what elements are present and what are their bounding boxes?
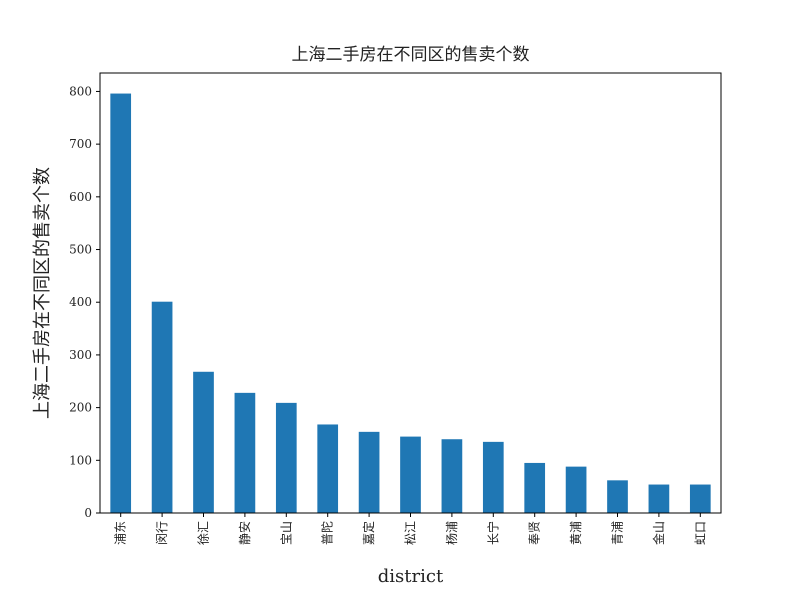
- bar-1: [110, 93, 132, 513]
- chart-title: 上海二手房在不同区的售卖个数: [292, 45, 530, 65]
- bar-12: [565, 466, 587, 513]
- bar-9: [441, 439, 463, 513]
- x-tick-label: 金山: [651, 521, 666, 545]
- bars-layer: [110, 93, 711, 513]
- y-tick-label: 800: [69, 84, 92, 98]
- bar-11: [524, 462, 546, 513]
- x-tick-label: 普陀: [320, 521, 335, 545]
- x-axis-ticks: 浦东 闵行 徐汇 静安 宝山 普陀 嘉定 松江 杨浦 长宁 奉贤 黄浦 青浦 金山 虹口: [114, 513, 707, 545]
- x-tick-label: 宝山: [279, 521, 293, 545]
- y-tick-label: 0: [84, 506, 92, 520]
- bar-2: [151, 301, 173, 513]
- bar-6: [317, 424, 339, 513]
- y-tick-label: 100: [69, 453, 92, 467]
- bar-14: [648, 484, 670, 513]
- x-tick-label: 松江: [404, 521, 418, 545]
- bar-7: [358, 431, 380, 513]
- x-tick-label: 长宁: [485, 521, 500, 545]
- x-tick-label: 奉贤: [528, 521, 542, 545]
- x-axis-title: district: [378, 566, 444, 587]
- y-tick-label: 400: [69, 295, 92, 309]
- y-axis-title: 上海二手房在不同区的售卖个数: [32, 167, 53, 419]
- y-tick-label: 200: [69, 401, 92, 415]
- x-tick-label: 黄浦: [569, 521, 583, 545]
- bar-3: [193, 371, 214, 513]
- bar-8: [400, 436, 421, 513]
- bar-15: [689, 484, 711, 513]
- y-tick-label: 600: [69, 190, 92, 204]
- bar-13: [607, 480, 628, 513]
- bar-4: [234, 392, 256, 513]
- y-axis-ticks: 0 100 200 300 400 500 600 700 800: [69, 84, 100, 520]
- y-tick-label: 700: [69, 137, 92, 151]
- x-tick-label: 静安: [237, 521, 252, 545]
- bar-5: [275, 402, 297, 513]
- x-tick-label: 徐汇: [196, 521, 211, 545]
- y-tick-label: 300: [69, 348, 92, 362]
- x-tick-label: 杨浦: [444, 521, 459, 545]
- bar-10: [482, 441, 504, 513]
- x-tick-label: 虹口: [693, 521, 707, 545]
- x-tick-label: 青浦: [611, 521, 625, 545]
- y-tick-label: 500: [69, 243, 92, 257]
- x-tick-label: 嘉定: [361, 521, 376, 545]
- x-tick-label: 浦东: [114, 521, 128, 545]
- x-tick-label: 闵行: [154, 521, 169, 545]
